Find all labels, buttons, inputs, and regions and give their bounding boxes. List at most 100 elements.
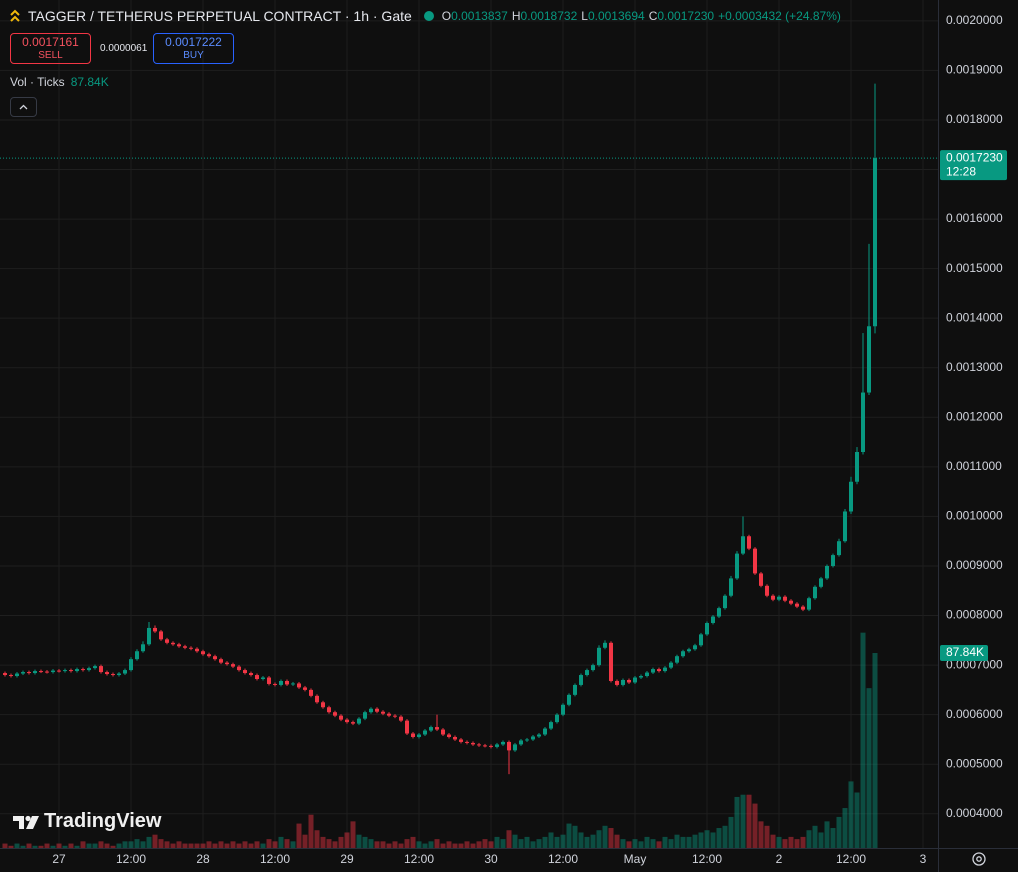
- sell-button[interactable]: 0.0017161 SELL: [10, 33, 91, 64]
- volume-bar: [716, 828, 722, 848]
- volume-bar: [632, 839, 638, 848]
- volume-bar: [608, 828, 614, 848]
- candle-body: [230, 664, 235, 667]
- candle-body: [782, 596, 787, 601]
- candle-body: [488, 745, 493, 747]
- candle-body: [698, 634, 703, 646]
- candle-body: [182, 646, 187, 648]
- volume-bar: [590, 834, 596, 848]
- x-tick-label: 3: [920, 852, 927, 866]
- volume-bar: [806, 830, 812, 848]
- candle-body: [662, 667, 667, 672]
- volume-bar: [320, 836, 326, 848]
- settings-icon[interactable]: [972, 852, 986, 866]
- candle-body: [572, 684, 577, 695]
- volume-bar: [686, 836, 692, 848]
- candle-body: [758, 573, 763, 586]
- ohlc-label: H: [511, 9, 521, 23]
- candle-body: [170, 642, 175, 645]
- volume-bar: [464, 841, 470, 848]
- volume-bar: [704, 830, 710, 848]
- volume-bar: [860, 632, 866, 848]
- x-tick-label: 2: [776, 852, 783, 866]
- volume-bar: [842, 808, 848, 848]
- candle-body: [464, 741, 469, 743]
- candle-body: [686, 649, 691, 652]
- volume-bar: [230, 841, 236, 848]
- candle-body: [326, 707, 331, 713]
- collapse-button[interactable]: [10, 97, 37, 117]
- candle-body: [224, 662, 229, 665]
- volume-bar: [740, 794, 746, 848]
- volume-bar: [74, 845, 80, 848]
- volume-bar: [44, 843, 50, 848]
- ohlc-value: 0.0017230: [657, 9, 715, 23]
- volume-bar: [386, 843, 392, 848]
- y-tick-label: 0.0005000: [946, 756, 1003, 770]
- candle-body: [422, 730, 427, 735]
- volume-bar: [644, 836, 650, 848]
- candle-body: [794, 603, 799, 607]
- candle-body: [620, 679, 625, 685]
- volume-bar: [56, 843, 62, 848]
- candle-body: [812, 586, 817, 599]
- volume-bar: [2, 843, 8, 848]
- volume-bar: [122, 841, 128, 848]
- volume-bar: [8, 845, 14, 848]
- candle-body: [362, 712, 367, 719]
- candle-body: [92, 666, 97, 669]
- candle-body: [338, 715, 343, 720]
- candle-body: [236, 666, 241, 671]
- volume-bar: [152, 834, 158, 848]
- x-tick-label: 12:00: [692, 852, 722, 866]
- volume-bar: [98, 841, 104, 848]
- watermark-text: TradingView: [44, 810, 162, 832]
- candle-body: [800, 606, 805, 610]
- volume-bar: [578, 832, 584, 848]
- volume-bar: [470, 843, 476, 848]
- volume-bar: [380, 841, 386, 848]
- grid: [0, 0, 938, 848]
- candle-body: [470, 742, 475, 745]
- x-tick-label: 12:00: [836, 852, 866, 866]
- volume-bar: [800, 836, 806, 848]
- candle-body: [872, 158, 877, 327]
- candle-body: [584, 670, 589, 676]
- candle-body: [374, 708, 379, 712]
- candle-body: [764, 585, 769, 596]
- ohlc-open: O0.0013837: [442, 9, 508, 23]
- volume-bar: [272, 841, 278, 848]
- buy-button[interactable]: 0.0017222 BUY: [153, 33, 234, 64]
- candle-body: [218, 659, 223, 663]
- volume-bar: [62, 845, 68, 848]
- candle-body: [200, 651, 205, 655]
- volume-bar: [494, 836, 500, 848]
- candle-body: [146, 627, 151, 645]
- candle-body: [740, 536, 745, 554]
- candle-body: [500, 741, 505, 745]
- ohlc-value: 0.0013694: [587, 9, 645, 23]
- candle-body: [524, 739, 529, 741]
- y-tick-label: 0.0020000: [946, 13, 1003, 27]
- sell-price: 0.0017161: [22, 34, 79, 49]
- candle-body: [554, 714, 559, 723]
- candle-body: [314, 695, 319, 703]
- volume-bar: [398, 843, 404, 848]
- legend-header: TAGGER / TETHERUS PERPETUAL CONTRACT · 1…: [8, 6, 841, 26]
- volume-bar: [830, 828, 836, 848]
- volume-bar: [446, 841, 452, 848]
- y-tick-label: 0.0010000: [946, 509, 1003, 523]
- volume-bar: [254, 841, 260, 848]
- volume-bar: [680, 836, 686, 848]
- candle-body: [602, 642, 607, 648]
- volume-bar: [836, 816, 842, 848]
- symbol-icon: [10, 9, 20, 22]
- candle-body: [806, 598, 811, 610]
- candle-body: [608, 642, 613, 681]
- ohlc-close: C0.0017230: [649, 9, 714, 23]
- candle-body: [116, 673, 121, 676]
- volume-bar: [128, 841, 134, 848]
- candle-body: [98, 666, 103, 673]
- ohlc-value: 0.0018732: [520, 9, 578, 23]
